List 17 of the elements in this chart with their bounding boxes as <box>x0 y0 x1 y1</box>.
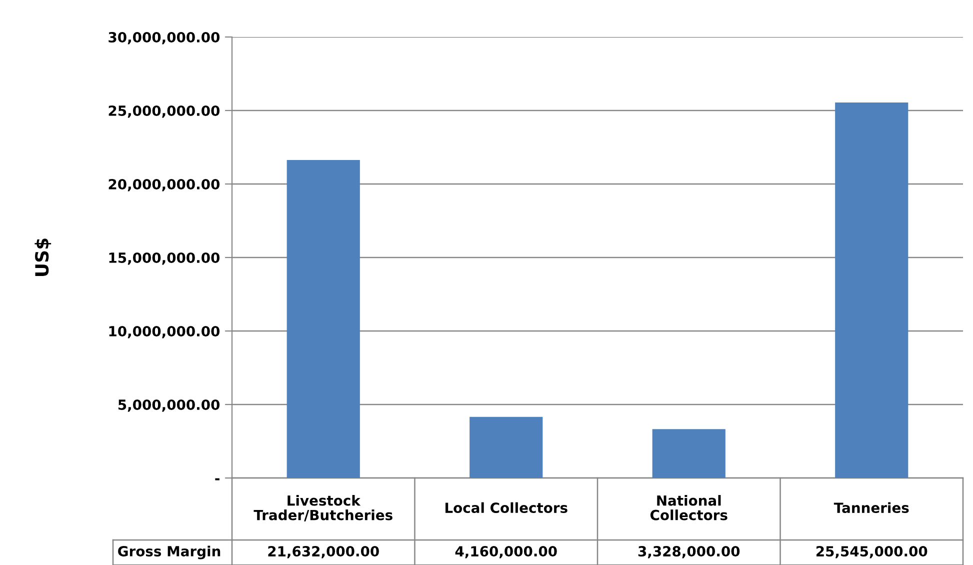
data-label: 21,632,000.00 <box>268 546 379 558</box>
y-tick-label: 20,000,000.00 <box>108 178 220 192</box>
text: Gross Margin <box>118 546 220 560</box>
y-tick-label: - <box>215 478 220 480</box>
x-tick-label: Local Collectors <box>446 502 568 514</box>
data-label: 25,545,000.00 <box>816 546 928 558</box>
data-label: 4,160,000.00 <box>455 546 557 558</box>
y-tick-label: 15,000,000.00 <box>109 252 220 265</box>
data-label: 3,328,000.00 <box>638 546 740 558</box>
y-tick-label: 5,000,000.00 <box>118 399 220 412</box>
y-tick-label: 10,000,000.00 <box>109 326 220 338</box>
y-tick-label: 30,000,000.00 <box>108 32 220 44</box>
x-tick-label: Livestock Trader/Butcheries <box>254 495 392 522</box>
y-tick-label: 25,000,000.00 <box>108 105 220 118</box>
x-tick-label: Tanneries <box>834 502 909 514</box>
y-axis-title: US$ <box>34 238 52 276</box>
x-tick-label: National Collectors <box>650 495 728 520</box>
